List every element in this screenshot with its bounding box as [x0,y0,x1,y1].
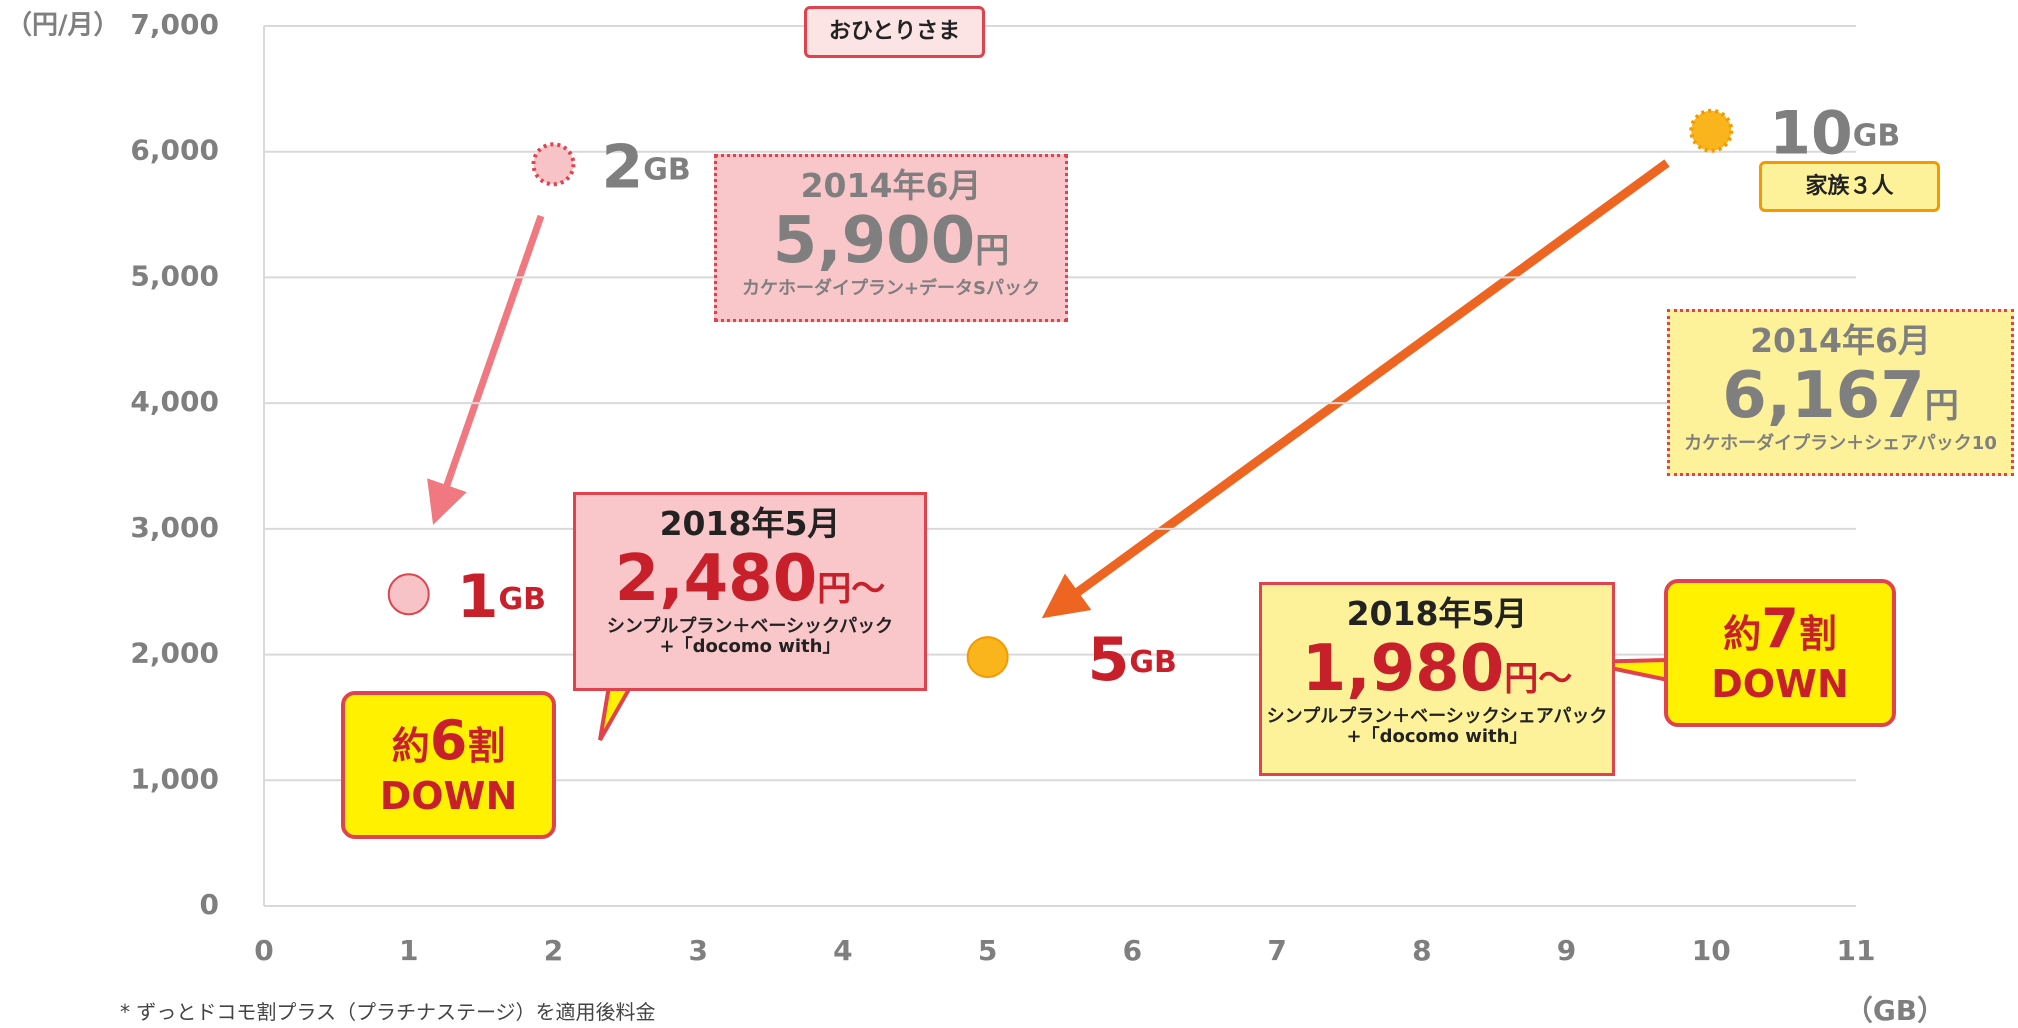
callout-line: 約7割 [1668,597,1892,662]
point-label-unit: GB [643,152,691,187]
annotation-price-unit: 円 [975,231,1009,271]
annotation-price: 1,980円～ [1262,633,1612,707]
annotation-date: 2018年5月 [576,505,924,543]
x-tick-label: 3 [688,934,707,967]
annotation-price: 2,480円～ [576,543,924,617]
annotation-price: 5,900円 [717,205,1065,279]
point [533,144,573,184]
y-tick-label: 4,000 [130,385,219,418]
x-tick-label: 0 [254,934,273,967]
y-tick-label: 5,000 [130,259,219,292]
page: （円/月） （GB） 0 1,000 2,000 3,000 4,000 5,000 6,0… [0,0,2018,1028]
point-label-unit: GB [1853,118,1901,153]
point-label-num: 5 [1088,625,1130,695]
annotation-price-unit: 円～ [1504,659,1572,699]
point-label-num: 10 [1769,98,1853,168]
x-tick-label: 6 [1123,934,1142,967]
callout-text: DOWN [1668,662,1892,708]
x-tick-label: 5 [978,934,997,967]
y-tick-label: 3,000 [130,511,219,544]
point-label-unit: GB [498,582,546,617]
point [1691,111,1731,151]
x-tick-label: 11 [1837,934,1876,967]
annotation-plan: カケホーダイプラン＋シェアパック10 [1670,434,2011,455]
annotation-date: 2014年6月 [717,167,1065,205]
annotation-date: 2018年5月 [1262,595,1612,633]
y-tick-label: 7,000 [130,8,219,41]
x-axis-label: （GB） [1845,994,1945,1027]
annotation-plan: シンプルプラン＋ベーシックシェアパック [1262,707,1612,728]
x-tick-label: 7 [1267,934,1286,967]
point-label-num: 1 [457,562,499,632]
point-label: 1GB [457,562,546,632]
x-tick-label: 8 [1412,934,1431,967]
point-label: 5GB [1088,625,1177,695]
footnote: * ずっとドコモ割プラス（プラチナステージ）を適用後料金 [120,996,656,1025]
point [968,637,1008,677]
annotation-price-value: 1,980 [1302,632,1504,706]
x-tick-label: 1 [399,934,418,967]
callout-text: 割 [467,724,505,768]
arrow [440,216,541,505]
annotation-price-unit: 円～ [817,569,885,609]
annotation-plan: +「docomo with」 [1262,727,1612,748]
tag: 家族３人 [1759,161,1940,212]
annotation-price: 6,167円 [1670,360,2011,434]
point-label-unit: GB [1129,645,1177,680]
y-axis-label: （円/月） [6,11,120,41]
y-tick-label: 2,000 [130,637,219,670]
x-tick-label: 2 [544,934,563,967]
y-tick-label: 0 [200,888,219,921]
y-tick-label: 6,000 [130,134,219,167]
callout-text: 割 [1799,612,1837,656]
callout-text: 約 [392,724,430,768]
annotation-price-value: 2,480 [615,542,817,616]
callout-text: 6 [430,709,468,772]
annotation-price-unit: 円 [1925,386,1959,426]
callout-text: DOWN [345,774,552,820]
tag: おひとりさま [804,6,985,58]
callout-text: 7 [1761,597,1799,660]
annotation-price-value: 6,167 [1722,359,1924,433]
annotation-plan: シンプルプラン＋ベーシックパック [576,617,924,638]
x-tick-label: 9 [1557,934,1576,967]
y-tick-label: 1,000 [130,762,219,795]
x-tick-label: 4 [833,934,852,967]
annotation-price-value: 5,900 [773,204,975,278]
point [389,574,429,614]
point-label: 2GB [601,132,690,202]
arrow [1060,163,1667,605]
annotation-date: 2014年6月 [1670,322,2011,360]
callout-line: 約6割 [345,709,552,774]
callout-text: 約 [1723,612,1761,656]
annotation-plan: +「docomo with」 [576,637,924,658]
point-label: 10GB [1769,98,1900,168]
x-tick-label: 10 [1692,934,1731,967]
point-label-num: 2 [601,132,643,202]
annotation-plan: カケホーダイプラン+データSパック [717,279,1065,300]
